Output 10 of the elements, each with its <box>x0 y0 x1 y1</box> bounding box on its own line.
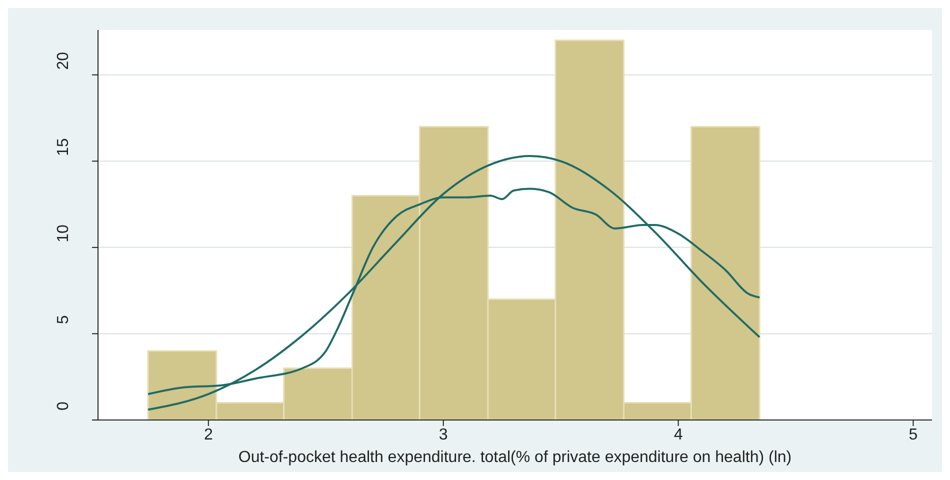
x-axis-title: Out-of-pocket health expenditure. total(% of private expenditure on health) (ln) <box>238 449 792 466</box>
y-tick-label: 15 <box>55 138 72 156</box>
y-tick-label: 5 <box>55 315 72 324</box>
x-tick-label: 3 <box>438 426 448 444</box>
y-tick-label: 0 <box>55 401 72 410</box>
x-tick-label: 5 <box>908 426 918 444</box>
x-tick-label: 2 <box>204 426 213 444</box>
y-tick-label: 10 <box>55 224 72 242</box>
x-tick-label: 4 <box>674 426 683 444</box>
y-tick-label: 20 <box>55 52 72 70</box>
